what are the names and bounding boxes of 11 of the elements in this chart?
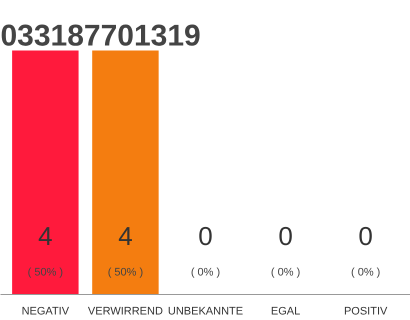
x-tick-label: NEGATIV: [22, 306, 70, 318]
data-label: 0 ( 0% ): [190, 220, 220, 279]
data-label: 0 ( 0% ): [270, 220, 300, 279]
x-tick-label: UNBEKANNTE: [168, 306, 244, 318]
x-tick-label: EGAL: [270, 306, 300, 318]
x-tick-label: VERWIRREND: [88, 306, 163, 318]
data-label: 4 ( 50% ): [108, 220, 144, 279]
chart-title: 033187701319: [0, 20, 201, 52]
data-label: 4 ( 50% ): [28, 220, 64, 279]
data-label: 0 ( 0% ): [350, 220, 380, 279]
x-tick-label: POSITIV: [344, 306, 388, 318]
